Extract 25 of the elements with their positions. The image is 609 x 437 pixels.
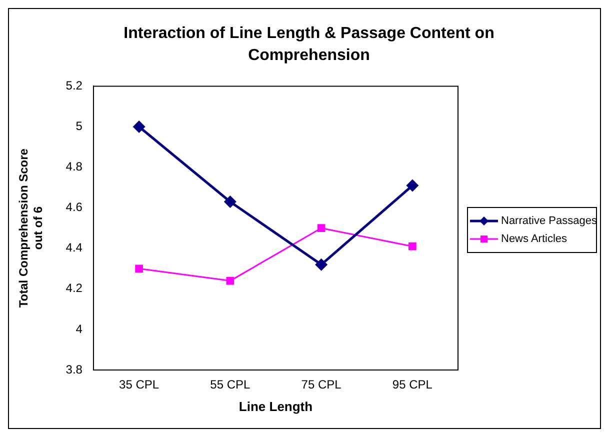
point bbox=[317, 224, 326, 232]
x-tick-label: 35 CPL bbox=[119, 378, 160, 392]
y-tick-label: 4.2 bbox=[66, 281, 83, 296]
y-tick-label: 4.6 bbox=[66, 200, 83, 214]
chart-title: Interaction of Line Length & Passage Content on Comprehension bbox=[122, 24, 496, 66]
point bbox=[226, 276, 234, 285]
y-axis-title: Total Comprehension Score out of 6 bbox=[16, 148, 45, 308]
point bbox=[133, 120, 145, 132]
point bbox=[316, 258, 328, 270]
point bbox=[406, 180, 418, 192]
x-tick-label: 95 CPL bbox=[392, 378, 433, 392]
y-tick-label: 4.4 bbox=[66, 240, 83, 255]
legend-label: Narrative Passages bbox=[501, 215, 597, 227]
y-tick-label: 3.8 bbox=[66, 362, 83, 376]
y-tick-label: 5 bbox=[76, 119, 83, 134]
point bbox=[224, 196, 236, 208]
y-tick-label: 4 bbox=[76, 322, 83, 336]
y-tick-label: 4.8 bbox=[66, 160, 83, 174]
point bbox=[408, 242, 416, 250]
x-tick-label: 75 CPL bbox=[301, 378, 342, 392]
x-axis-title: Line Length bbox=[238, 398, 313, 414]
point bbox=[135, 264, 143, 273]
y-tick-label: 5.2 bbox=[66, 78, 83, 93]
x-tick-label: 55 CPL bbox=[210, 378, 251, 392]
legend-label: News Articles bbox=[501, 233, 568, 245]
